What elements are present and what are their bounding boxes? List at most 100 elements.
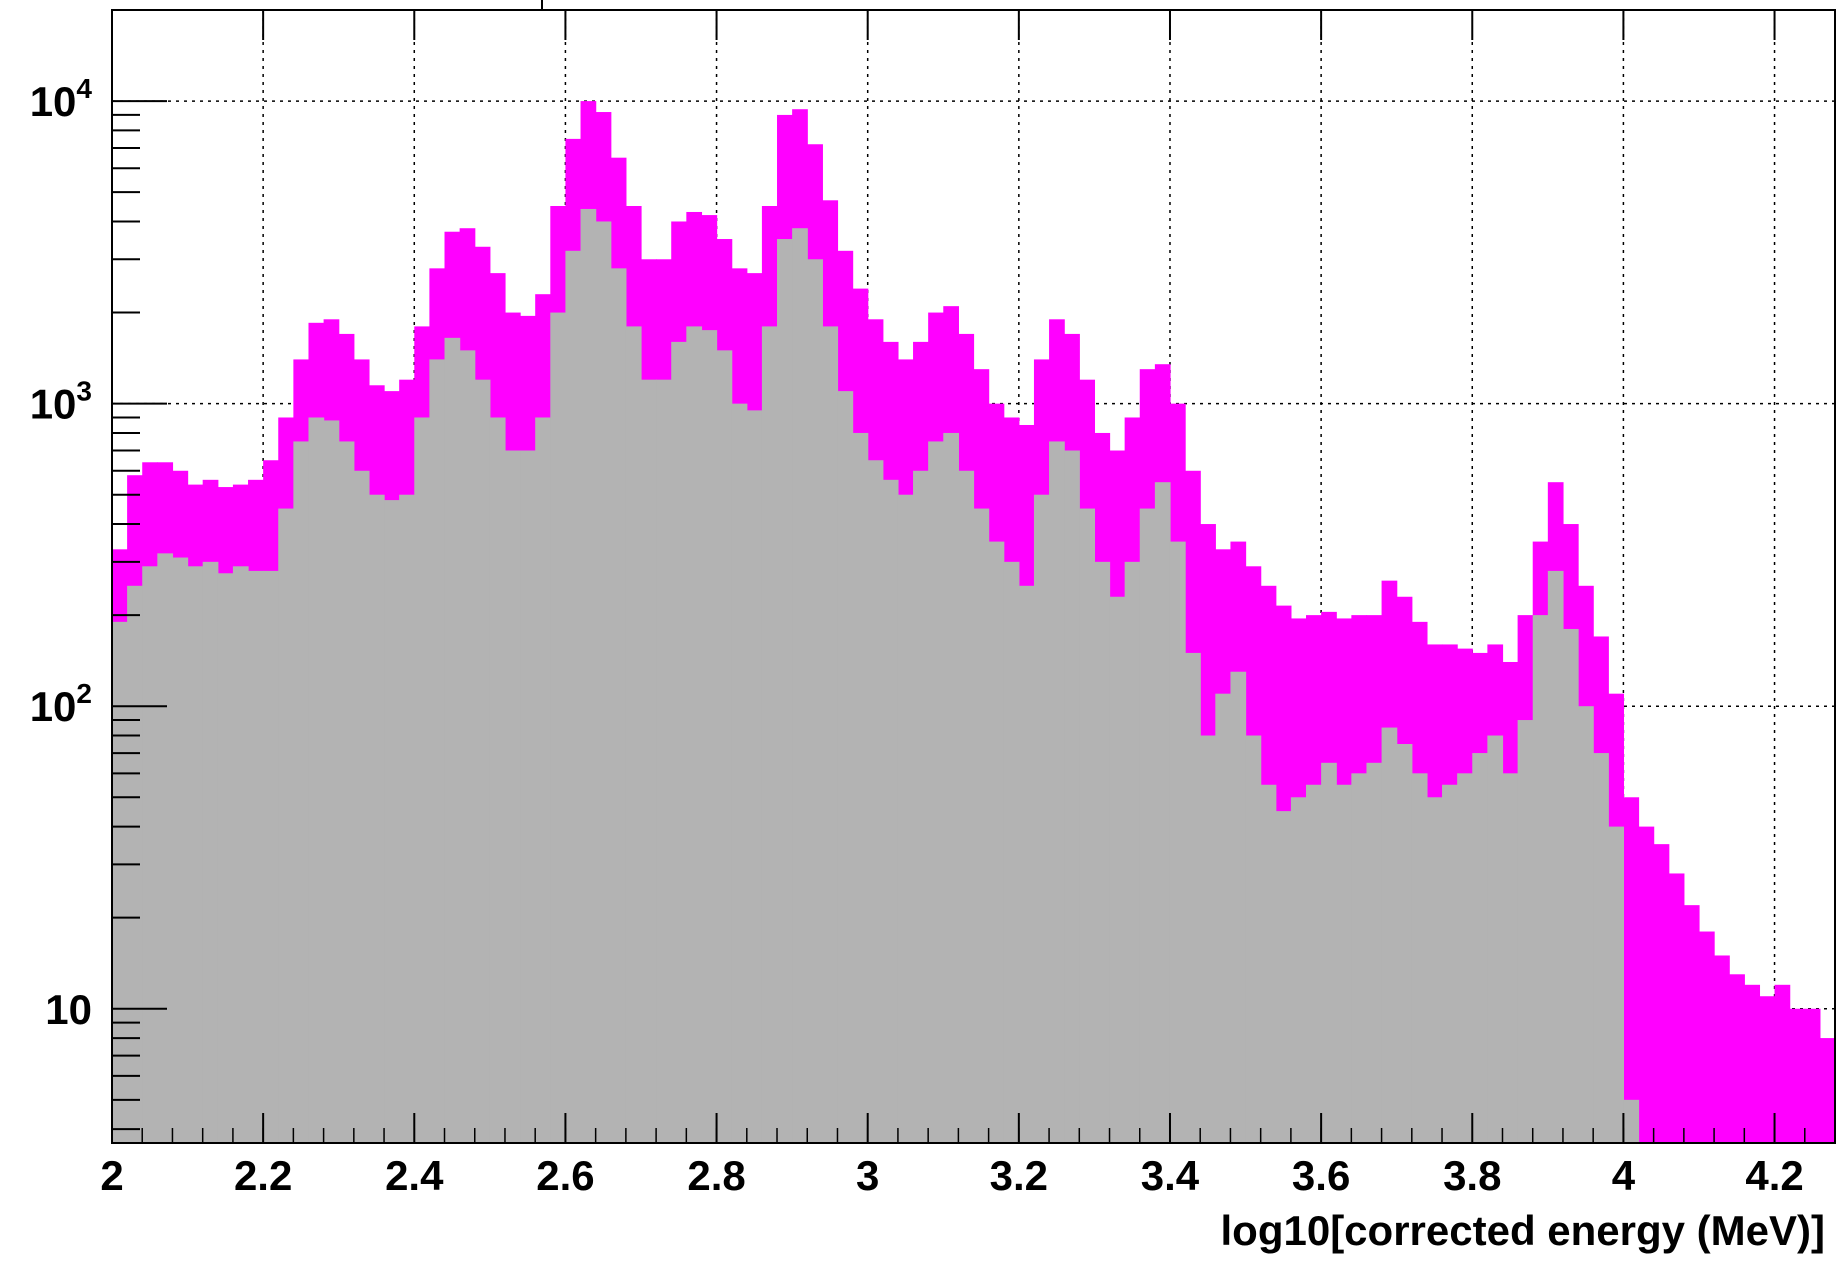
histogram-bin [1215, 693, 1232, 1143]
histogram-bin [1290, 797, 1307, 1143]
histogram-bin [1411, 773, 1428, 1143]
histogram-bin [1819, 1038, 1836, 1143]
histogram-bin [1185, 652, 1201, 1143]
histogram-bin [807, 259, 823, 1144]
histogram-bin [1442, 784, 1458, 1143]
histogram-bin [746, 410, 763, 1143]
histogram-bin [595, 221, 612, 1143]
histogram-bin [822, 326, 839, 1143]
x-tick-label: 2.6 [536, 1152, 594, 1199]
histogram-bin [731, 403, 748, 1144]
histogram-bin [459, 350, 476, 1143]
histogram-bin [928, 441, 944, 1143]
y-axis: 10 102 103 104 [30, 9, 167, 1131]
histogram-bin [550, 312, 567, 1144]
histogram-bin [671, 341, 687, 1143]
histogram-bin [444, 337, 461, 1143]
histogram-bin [882, 479, 899, 1143]
histogram-bin [1714, 955, 1730, 1143]
y-tick-label: 10 [45, 986, 92, 1033]
histogram-bin [1623, 797, 1640, 1143]
histogram-bin [1759, 996, 1776, 1143]
histogram-bin [1003, 561, 1020, 1143]
histogram-bin [761, 326, 778, 1143]
x-tick-label: 3 [856, 1152, 879, 1199]
histogram-bin [504, 450, 521, 1144]
histogram-bin [1154, 482, 1171, 1144]
histogram-bin [716, 350, 733, 1143]
histogram-bin [1275, 811, 1292, 1143]
histogram-bin [1532, 615, 1549, 1143]
histogram-bin [1683, 905, 1700, 1143]
x-axis: 2 2.2 2.4 2.6 2.8 3 3.2 3.4 3.6 3.8 4 4.2 [100, 10, 1836, 1199]
histogram-bin [777, 239, 793, 1143]
histogram-bin [1336, 784, 1352, 1143]
x-axis-title: log10[corrected energy (MeV)] [1221, 1207, 1826, 1254]
histogram-bin [1487, 735, 1504, 1143]
histogram-bin [1502, 773, 1519, 1143]
x-tick-label: 3.8 [1443, 1152, 1501, 1199]
histogram-bin [897, 494, 914, 1143]
histogram-bin [263, 570, 279, 1143]
histogram-bin [1064, 450, 1080, 1144]
histogram-bin [293, 441, 310, 1143]
histogram-bin [308, 417, 325, 1143]
histogram-bin [278, 508, 294, 1144]
histogram-bin [429, 359, 446, 1143]
histogram-bin [187, 566, 204, 1143]
histogram-bin [640, 379, 657, 1143]
x-tick-label: 2.2 [234, 1152, 292, 1199]
histogram-bin [368, 494, 385, 1143]
histogram-bin [1426, 797, 1443, 1143]
histogram-bin [580, 208, 597, 1144]
histogram-bin [217, 573, 234, 1143]
histogram-bin [112, 621, 128, 1143]
histogram-bin [1200, 735, 1216, 1143]
histogram-bin [1018, 585, 1035, 1143]
histogram-bin [1306, 784, 1322, 1143]
histogram-bin [1230, 671, 1247, 1143]
histogram-bin [353, 470, 370, 1143]
histogram-bin [1109, 596, 1126, 1143]
histogram-bin [323, 420, 340, 1143]
histogram-bin [399, 494, 415, 1143]
histogram-bin [1169, 541, 1186, 1143]
histogram-bin [1139, 508, 1156, 1144]
x-tick-label: 2.4 [385, 1152, 444, 1199]
histogram-bin [625, 326, 642, 1143]
histogram-bin [1245, 735, 1262, 1143]
histogram-bin [1381, 727, 1398, 1143]
histogram-bin [1562, 628, 1579, 1143]
x-tick-label: 4 [1612, 1152, 1636, 1199]
histogram-bin [142, 566, 158, 1143]
histogram-bin [248, 570, 264, 1143]
histogram-bin [414, 417, 430, 1143]
histogram-bin [973, 508, 990, 1144]
y-tick-label: 103 [30, 376, 92, 428]
histogram-bin [988, 541, 1005, 1143]
histogram-bin [1366, 762, 1383, 1143]
histogram-bin [958, 470, 975, 1143]
histogram-bin [565, 250, 582, 1144]
histogram-bin [837, 391, 854, 1143]
histogram-bin [610, 268, 627, 1143]
histogram-bin [474, 379, 491, 1143]
histogram-bin [1351, 773, 1368, 1143]
histogram-bin [943, 432, 959, 1143]
histogram-bin [1804, 1008, 1821, 1143]
histogram-bin [202, 561, 219, 1143]
histogram-bin [1653, 844, 1670, 1143]
histogram-bin [1049, 441, 1065, 1143]
histogram-bin [1517, 720, 1534, 1143]
plot-border [111, 9, 1836, 1144]
histogram-bin [1744, 984, 1761, 1143]
histogram-bin [1079, 508, 1096, 1144]
histogram-bin [1623, 1099, 1640, 1143]
histogram-bin [1457, 773, 1473, 1143]
histogram-bin [1547, 570, 1564, 1143]
histogram-bin [1578, 706, 1594, 1143]
histogram-bin [1789, 1008, 1806, 1143]
x-tick-label: 2 [100, 1152, 123, 1199]
histogram-bin [1124, 561, 1141, 1143]
